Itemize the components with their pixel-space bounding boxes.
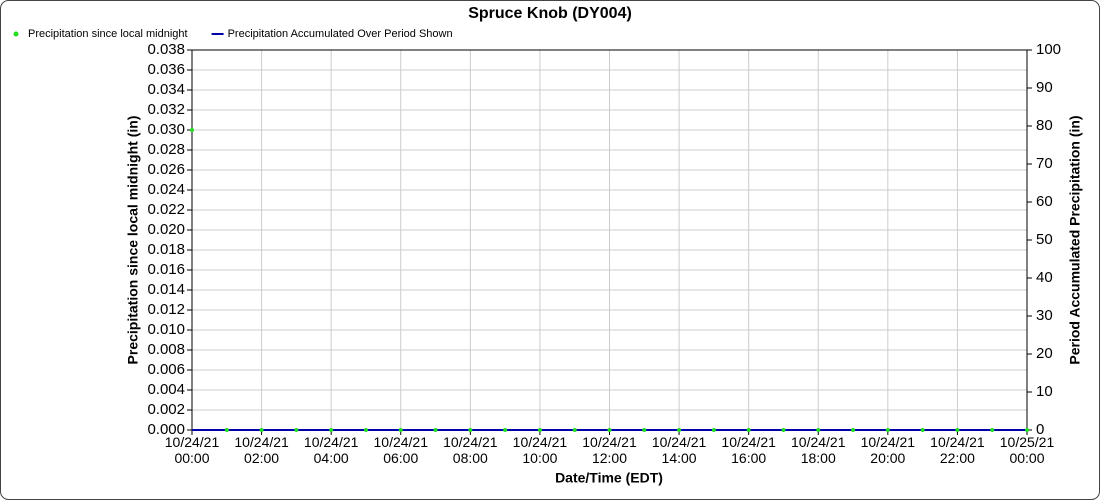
x-tick-label: 10/24/21 14:00	[651, 434, 707, 466]
y-tick-label: 0.036	[147, 61, 185, 78]
y-tick-label: 0.018	[147, 241, 185, 258]
data-point	[503, 428, 508, 432]
y-tick-label: 0.020	[147, 221, 185, 238]
x-tick-label: 10/24/21 18:00	[791, 434, 846, 466]
y2-tick-label: 90	[1036, 79, 1053, 96]
y2-tick-label: 10	[1036, 383, 1053, 400]
y2-tick-label: 60	[1036, 193, 1053, 210]
x-tick-label: 10/24/21 02:00	[234, 434, 289, 466]
data-point	[955, 428, 960, 432]
y-tick-label: 0.010	[147, 321, 185, 338]
y-tick-label: 0.028	[147, 141, 185, 158]
data-point	[746, 428, 751, 432]
y-tick-label: 0.014	[147, 281, 185, 298]
y-tick-label: 0.012	[147, 301, 185, 318]
y-tick-label: 0.002	[147, 401, 185, 418]
x-tick-label: 10/24/21 04:00	[303, 434, 359, 466]
x-tick-label: 10/25/21 00:00	[999, 434, 1055, 466]
y2-axis-label: Period Accumulated Precipitation (in)	[1067, 115, 1083, 364]
data-point	[642, 428, 647, 432]
legend-swatch	[13, 31, 19, 37]
x-tick-label: 10/24/21 00:00	[164, 434, 220, 466]
data-point	[1025, 428, 1029, 432]
y-tick-label: 0.032	[147, 101, 185, 118]
data-point	[468, 428, 473, 432]
data-point	[677, 428, 682, 432]
data-point	[398, 428, 403, 432]
data-point	[190, 128, 194, 132]
y-tick-label: 0.034	[147, 81, 185, 98]
data-point	[294, 428, 299, 432]
data-point	[920, 428, 925, 432]
data-point	[851, 428, 856, 432]
data-point	[885, 428, 890, 432]
data-point	[363, 428, 368, 432]
y-tick-label: 0.022	[147, 201, 185, 218]
y-tick-label: 0.038	[147, 41, 185, 58]
x-tick-label: 10/24/21 08:00	[443, 434, 498, 466]
x-tick-label: 10/24/21 10:00	[512, 434, 568, 466]
y-tick-label: 0.016	[147, 261, 185, 278]
x-tick-label: 10/24/21 16:00	[721, 434, 776, 466]
y-tick-label: 0.024	[147, 181, 185, 198]
y2-tick-label: 100	[1036, 41, 1061, 58]
data-point	[224, 428, 229, 432]
y-tick-label: 0.004	[147, 381, 185, 398]
y2-tick-label: 50	[1036, 231, 1053, 248]
y2-tick-label: 30	[1036, 307, 1053, 324]
y2-tick-label: 0	[1036, 421, 1044, 438]
data-point	[259, 428, 264, 432]
data-point	[711, 428, 716, 432]
legend-label: Precipitation Accumulated Over Period Sh…	[228, 28, 453, 40]
y2-tick-label: 70	[1036, 155, 1053, 172]
x-axis-label: Date/Time (EDT)	[555, 470, 663, 486]
chart-title: Spruce Knob (DY004)	[468, 5, 632, 22]
y-axis-label: Precipitation since local midnight (in)	[125, 116, 141, 365]
y2-tick-label: 80	[1036, 117, 1053, 134]
y-tick-label: 0.006	[147, 361, 185, 378]
y-tick-label: 0.000	[147, 421, 185, 438]
x-tick-label: 10/24/21 20:00	[860, 434, 916, 466]
data-point	[537, 428, 542, 432]
data-point	[433, 428, 438, 432]
y-tick-label: 0.026	[147, 161, 185, 178]
data-point	[990, 428, 995, 432]
x-tick-label: 10/24/21 12:00	[582, 434, 637, 466]
data-point	[607, 428, 612, 432]
data-point	[572, 428, 577, 432]
y2-tick-label: 20	[1036, 345, 1053, 362]
data-point	[816, 428, 821, 432]
data-point	[781, 428, 786, 432]
y-tick-label: 0.008	[147, 341, 185, 358]
legend-label: Precipitation since local midnight	[28, 28, 188, 40]
x-tick-label: 10/24/21 22:00	[930, 434, 985, 466]
x-tick-label: 10/24/21 06:00	[373, 434, 429, 466]
data-point	[329, 428, 334, 432]
y-tick-label: 0.030	[147, 121, 185, 138]
y2-tick-label: 40	[1036, 269, 1053, 286]
